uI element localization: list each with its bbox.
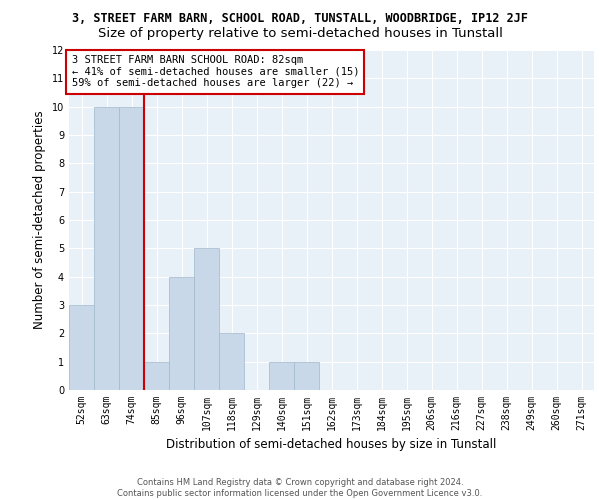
Bar bbox=[169, 276, 194, 390]
Text: Size of property relative to semi-detached houses in Tunstall: Size of property relative to semi-detach… bbox=[98, 28, 502, 40]
Bar bbox=[269, 362, 294, 390]
Bar bbox=[219, 334, 244, 390]
Text: 3 STREET FARM BARN SCHOOL ROAD: 82sqm
← 41% of semi-detached houses are smaller : 3 STREET FARM BARN SCHOOL ROAD: 82sqm ← … bbox=[71, 55, 359, 88]
Bar bbox=[294, 362, 319, 390]
Bar bbox=[69, 305, 94, 390]
Bar bbox=[119, 106, 144, 390]
Bar bbox=[94, 106, 119, 390]
Bar bbox=[194, 248, 219, 390]
Bar bbox=[144, 362, 169, 390]
X-axis label: Distribution of semi-detached houses by size in Tunstall: Distribution of semi-detached houses by … bbox=[166, 438, 497, 452]
Text: Contains HM Land Registry data © Crown copyright and database right 2024.
Contai: Contains HM Land Registry data © Crown c… bbox=[118, 478, 482, 498]
Y-axis label: Number of semi-detached properties: Number of semi-detached properties bbox=[33, 110, 46, 330]
Text: 3, STREET FARM BARN, SCHOOL ROAD, TUNSTALL, WOODBRIDGE, IP12 2JF: 3, STREET FARM BARN, SCHOOL ROAD, TUNSTA… bbox=[72, 12, 528, 26]
